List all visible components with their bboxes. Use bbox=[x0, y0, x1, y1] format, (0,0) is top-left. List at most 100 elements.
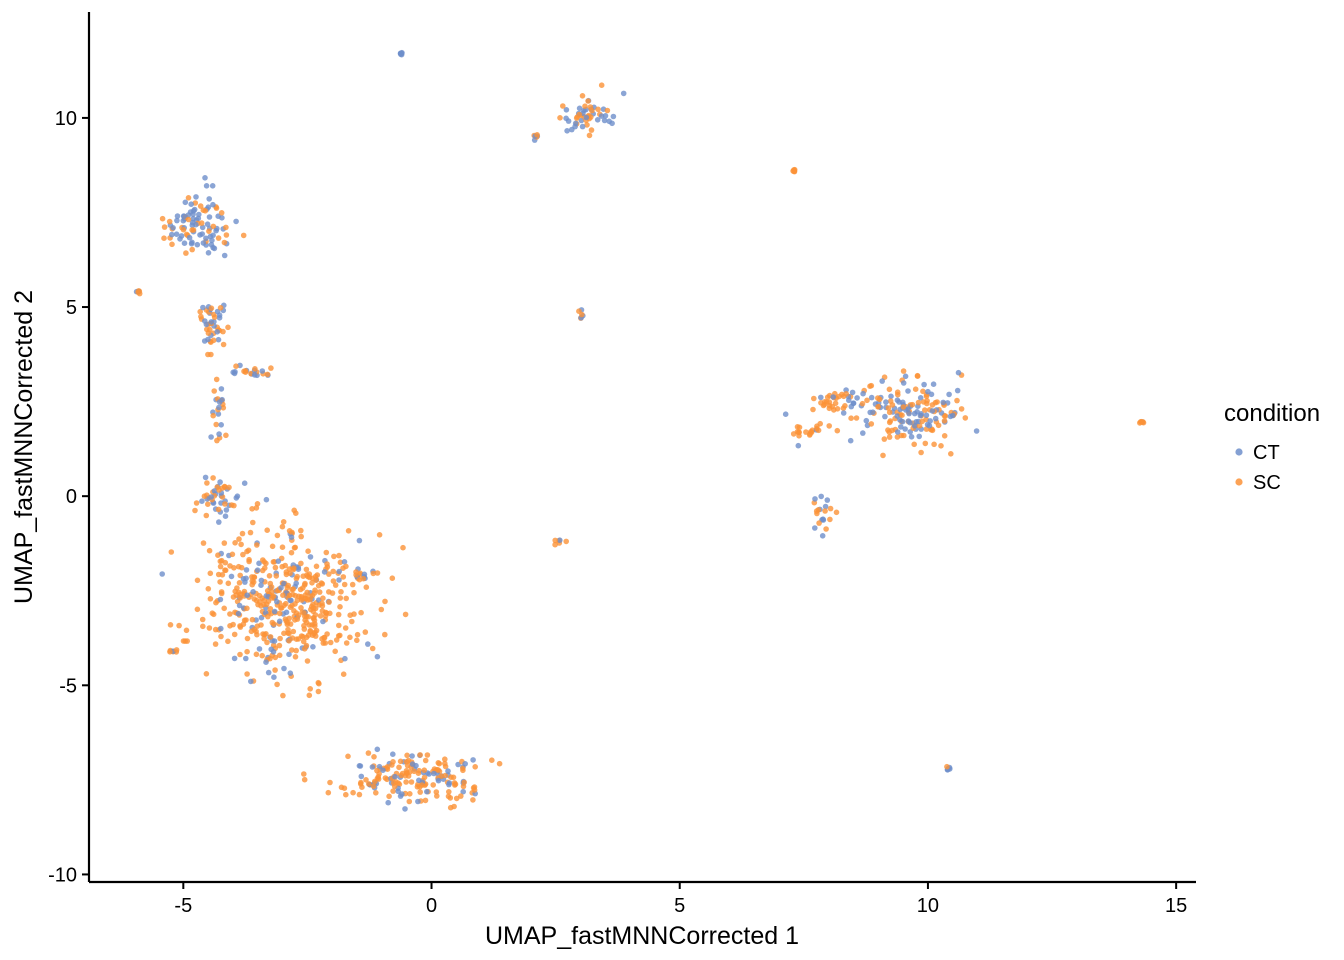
point-sc bbox=[285, 630, 291, 636]
point-sc bbox=[397, 758, 404, 765]
point-sc bbox=[198, 313, 204, 320]
point-sc bbox=[390, 788, 396, 794]
point-ct bbox=[563, 115, 569, 122]
point-sc bbox=[264, 527, 271, 533]
point-sc bbox=[384, 764, 391, 770]
point-sc bbox=[314, 572, 321, 578]
point-sc bbox=[453, 795, 460, 802]
point-ct bbox=[812, 496, 818, 502]
point-sc bbox=[298, 533, 305, 540]
point-sc bbox=[311, 617, 318, 624]
point-sc bbox=[245, 547, 252, 554]
point-ct bbox=[917, 412, 924, 419]
point-sc bbox=[238, 541, 244, 548]
point-sc bbox=[588, 127, 595, 133]
point-sc bbox=[827, 505, 834, 512]
legend-label-ct: CT bbox=[1253, 442, 1280, 464]
point-sc bbox=[349, 581, 356, 588]
point-ct bbox=[929, 408, 936, 414]
point-sc bbox=[207, 596, 214, 602]
point-sc bbox=[417, 752, 423, 758]
point-sc bbox=[471, 787, 478, 793]
point-ct bbox=[210, 201, 216, 208]
point-sc bbox=[300, 638, 307, 645]
point-sc bbox=[268, 365, 274, 371]
point-sc bbox=[210, 337, 217, 344]
point-ct bbox=[581, 107, 587, 114]
point-sc bbox=[268, 584, 275, 590]
point-sc bbox=[286, 638, 292, 644]
point-ct bbox=[563, 107, 570, 113]
point-ct bbox=[415, 798, 421, 805]
point-sc bbox=[200, 623, 206, 630]
point-ct bbox=[846, 397, 852, 404]
point-sc bbox=[211, 314, 218, 321]
point-ct bbox=[271, 608, 278, 615]
point-sc bbox=[247, 529, 254, 536]
point-sc bbox=[210, 223, 217, 230]
point-sc bbox=[305, 632, 312, 638]
point-sc bbox=[563, 538, 569, 545]
point-sc bbox=[407, 791, 413, 797]
point-ct bbox=[243, 655, 249, 662]
point-sc bbox=[378, 606, 385, 613]
point-sc bbox=[298, 527, 304, 534]
point-sc bbox=[816, 520, 822, 526]
point-ct bbox=[218, 386, 225, 392]
point-sc bbox=[185, 216, 192, 223]
point-ct bbox=[259, 368, 266, 374]
point-sc bbox=[411, 768, 417, 775]
point-sc bbox=[834, 406, 841, 412]
point-ct bbox=[196, 211, 202, 218]
point-sc bbox=[293, 575, 300, 582]
point-ct bbox=[894, 429, 901, 435]
point-ct bbox=[356, 537, 363, 544]
point-ct bbox=[288, 534, 295, 540]
point-sc bbox=[827, 516, 833, 523]
point-sc bbox=[900, 404, 907, 410]
point-ct bbox=[356, 763, 363, 769]
point-sc bbox=[304, 572, 310, 578]
point-sc bbox=[237, 623, 243, 629]
point-sc bbox=[217, 579, 223, 585]
point-sc bbox=[451, 803, 457, 810]
point-sc bbox=[318, 580, 325, 586]
point-sc bbox=[810, 406, 816, 413]
point-sc bbox=[218, 590, 225, 597]
point-sc bbox=[203, 512, 210, 519]
point-sc bbox=[203, 671, 210, 677]
point-sc bbox=[215, 571, 222, 578]
x-axis-title: UMAP_fastMNNCorrected 1 bbox=[485, 922, 799, 950]
point-sc bbox=[200, 207, 207, 213]
point-sc bbox=[598, 82, 605, 88]
point-ct bbox=[243, 567, 250, 573]
point-sc bbox=[209, 610, 216, 616]
point-sc bbox=[353, 569, 359, 575]
point-sc bbox=[199, 616, 206, 623]
point-sc bbox=[326, 599, 332, 605]
point-sc bbox=[276, 610, 283, 617]
point-sc bbox=[254, 501, 261, 507]
point-ct bbox=[341, 559, 348, 565]
point-sc bbox=[886, 429, 892, 435]
point-sc bbox=[197, 308, 203, 315]
point-ct bbox=[822, 503, 829, 510]
point-sc bbox=[894, 434, 901, 440]
point-sc bbox=[833, 509, 840, 516]
point-sc bbox=[442, 763, 449, 770]
point-sc bbox=[237, 651, 243, 658]
point-sc bbox=[303, 642, 310, 649]
point-sc bbox=[289, 586, 295, 593]
point-ct bbox=[569, 126, 575, 133]
point-ct bbox=[278, 585, 284, 591]
point-sc bbox=[886, 386, 893, 393]
point-sc bbox=[357, 781, 364, 787]
point-sc bbox=[370, 570, 377, 577]
point-ct bbox=[254, 567, 261, 573]
point-ct bbox=[222, 513, 229, 519]
point-ct bbox=[178, 233, 185, 239]
point-sc bbox=[272, 667, 278, 673]
point-sc bbox=[817, 420, 823, 427]
point-sc bbox=[274, 532, 281, 539]
